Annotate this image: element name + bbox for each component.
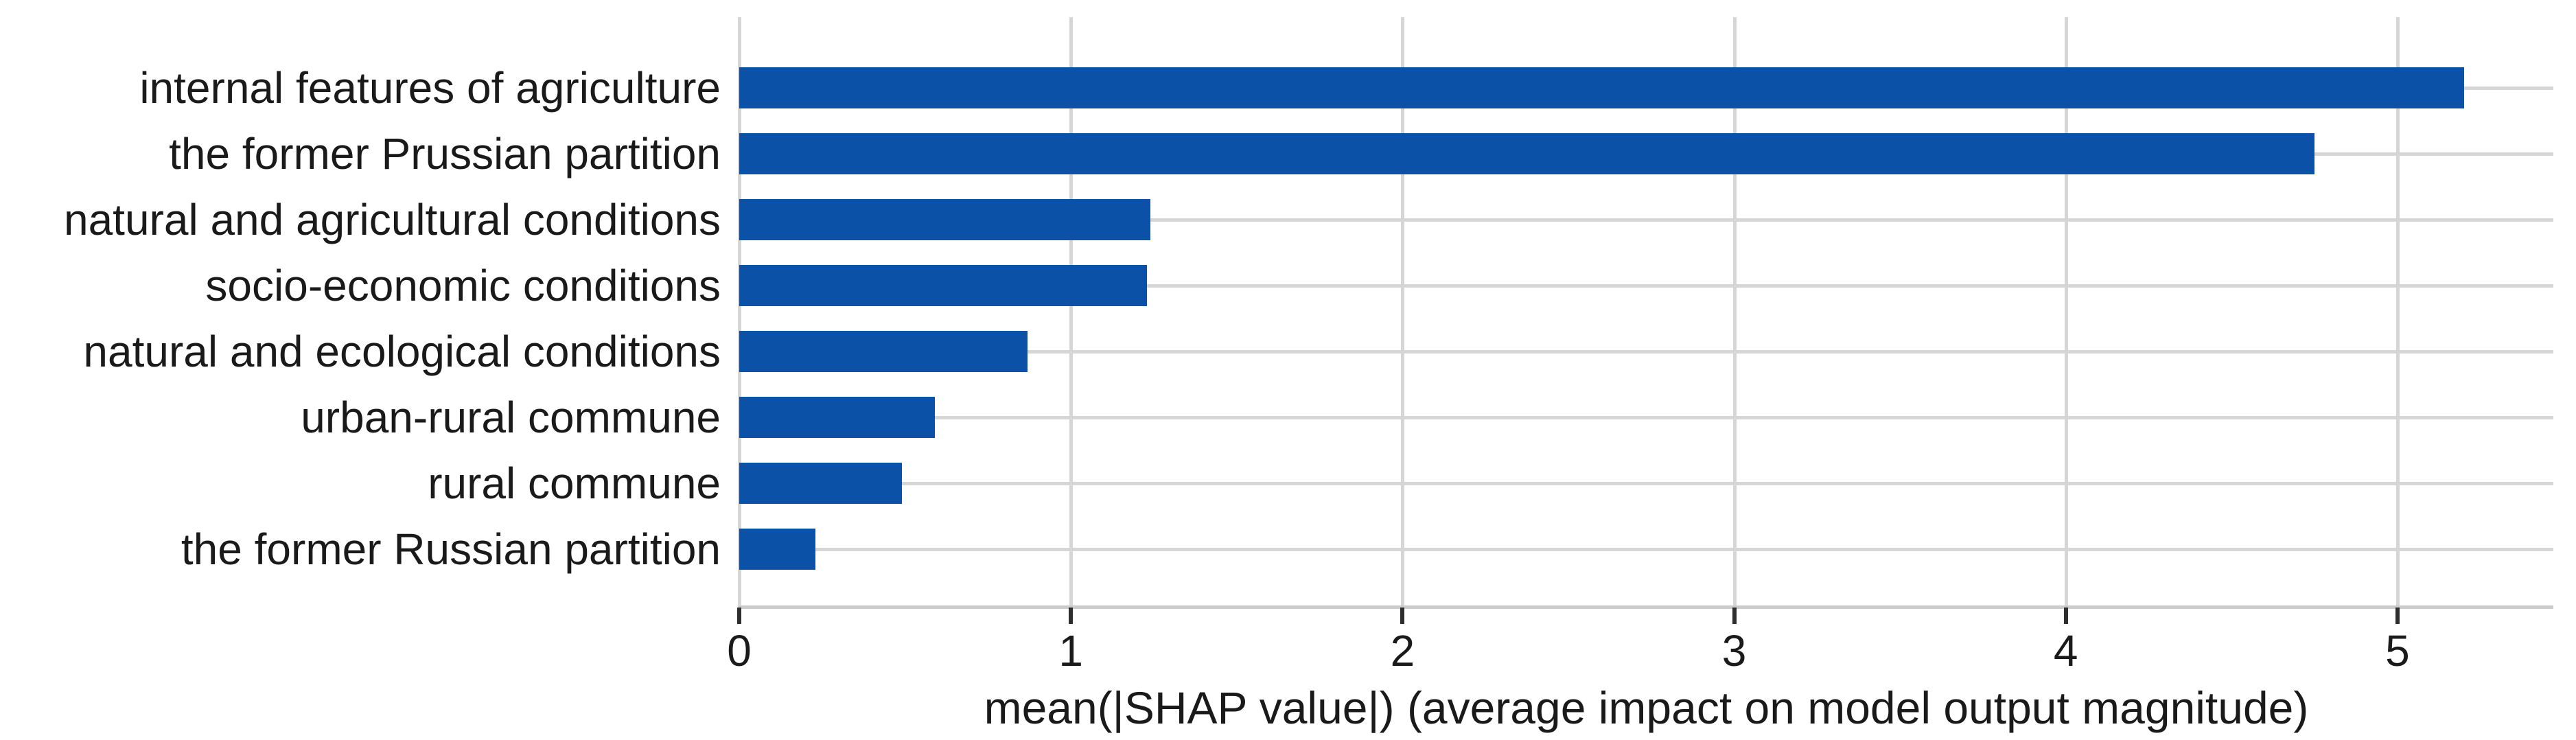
category-label: the former Prussian partition: [169, 129, 721, 178]
category-label: urban-rural commune: [301, 393, 721, 442]
x-tick-label: 2: [1390, 626, 1415, 675]
x-tick-label: 3: [1721, 626, 1747, 675]
vertical-gridline: [1069, 17, 1074, 608]
x-tick-mark: [1732, 608, 1737, 624]
x-tick-label: 1: [1058, 626, 1083, 675]
x-axis-line: [739, 605, 2553, 609]
bar: [739, 133, 2315, 174]
bar: [739, 265, 1148, 306]
bar: [739, 67, 2464, 108]
vertical-gridline: [1732, 17, 1737, 608]
row-gridline: [739, 350, 2553, 354]
vertical-gridline: [738, 17, 741, 608]
x-tick-mark: [1069, 608, 1074, 624]
category-label: natural and ecological conditions: [83, 327, 721, 376]
row-gridline: [739, 218, 2553, 222]
x-tick-mark: [2395, 608, 2400, 624]
bar: [739, 529, 816, 570]
bar: [739, 463, 902, 504]
row-gridline: [739, 482, 2553, 485]
category-label: internal features of agriculture: [139, 63, 721, 113]
bar: [739, 397, 936, 438]
x-axis-title: mean(|SHAP value|) (average impact on mo…: [984, 682, 2309, 733]
row-gridline: [739, 548, 2553, 551]
plot-area: [738, 17, 2553, 609]
x-tick-mark: [2063, 608, 2068, 624]
x-tick-mark: [1400, 608, 1405, 624]
category-label: socio-economic conditions: [205, 261, 721, 310]
vertical-gridline: [2395, 17, 2400, 608]
vertical-gridline: [1401, 17, 1405, 608]
vertical-gridline: [2064, 17, 2068, 608]
x-tick-label: 4: [2053, 626, 2078, 675]
category-label: natural and agricultural conditions: [63, 195, 721, 244]
x-tick-mark: [737, 608, 741, 624]
x-tick-label: 0: [727, 626, 752, 675]
row-gridline: [739, 284, 2553, 288]
bar: [739, 199, 1151, 240]
category-label: rural commune: [428, 459, 721, 508]
category-label: the former Russian partition: [181, 524, 721, 574]
row-gridline: [739, 416, 2553, 419]
x-tick-label: 5: [2385, 626, 2410, 675]
bar: [739, 331, 1028, 372]
